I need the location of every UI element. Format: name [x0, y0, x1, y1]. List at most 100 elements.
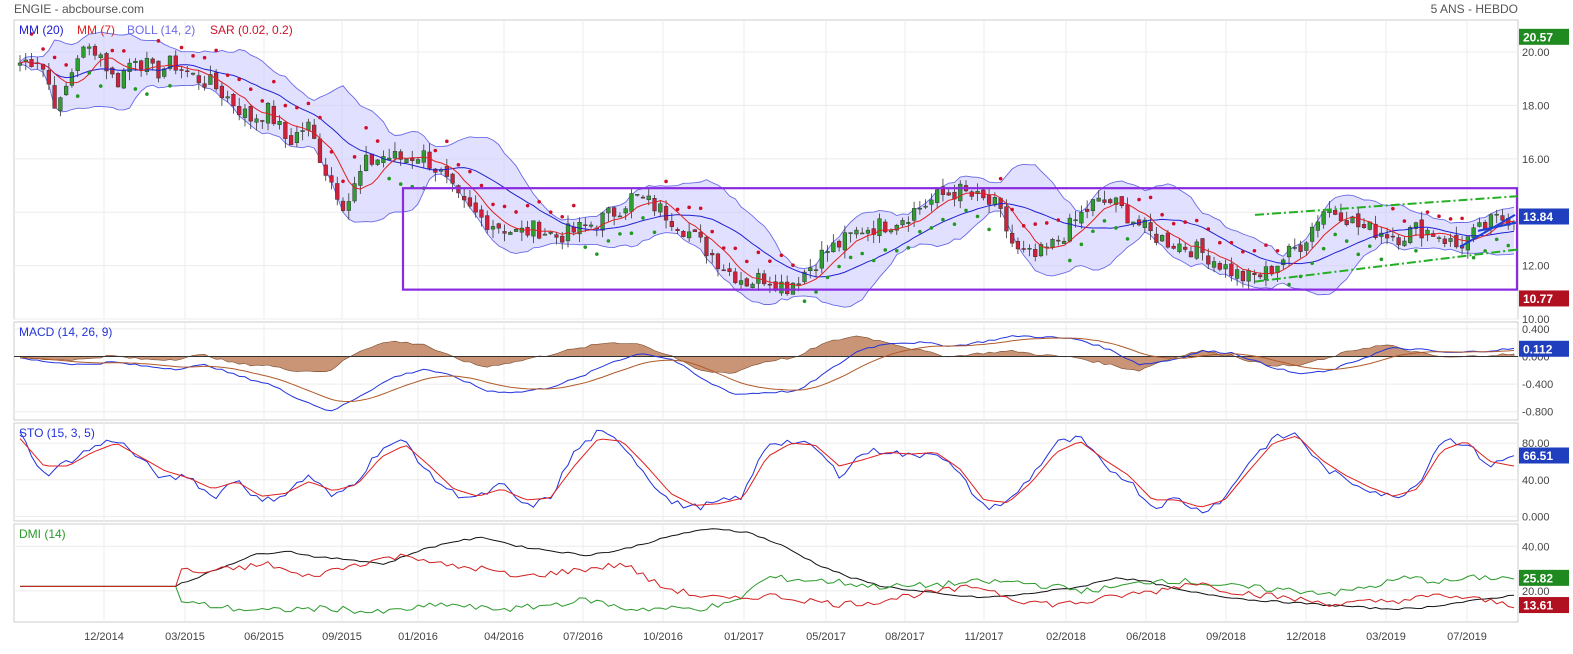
sar-dot — [1206, 227, 1211, 231]
sto-d-line — [19, 435, 1515, 508]
sar-dot — [1044, 221, 1049, 225]
candle-body — [906, 222, 911, 224]
trend-line — [1477, 221, 1516, 232]
y-tick-label: 20.00 — [1522, 47, 1550, 59]
candle-body — [329, 175, 334, 183]
candle-body — [508, 232, 513, 235]
candle-body — [583, 224, 588, 227]
candle-body — [808, 267, 813, 271]
candle-body — [1073, 219, 1078, 222]
candle-body — [900, 220, 905, 226]
candle-body — [640, 196, 646, 199]
candle-body — [1442, 238, 1447, 244]
sar-dot — [295, 105, 299, 110]
sar-dot — [848, 255, 853, 260]
candle-body — [340, 200, 346, 211]
badge-high-bg — [1519, 28, 1569, 45]
candle-body — [958, 183, 963, 202]
sar-dot — [745, 259, 749, 264]
sar-dot — [664, 179, 668, 184]
badge-macd: 0.112 — [1523, 342, 1553, 356]
candle-body — [433, 168, 438, 173]
sar-dot — [491, 202, 495, 207]
candle-body — [1211, 261, 1217, 268]
sar-dot — [571, 203, 576, 208]
sar-dot — [1321, 246, 1326, 251]
sar-dot — [191, 54, 195, 58]
candle-body — [1200, 238, 1205, 253]
candle-body — [1154, 233, 1159, 243]
sar-dot — [906, 246, 911, 250]
candle-body — [1229, 263, 1234, 277]
candle-body — [1327, 210, 1332, 213]
candle-body — [727, 268, 732, 272]
legend-mm7: MM (7) — [77, 23, 115, 37]
sar-dot — [1021, 224, 1026, 228]
x-label: 12/2014 — [84, 631, 124, 643]
candle-body — [1108, 199, 1113, 204]
sar-dot — [1287, 282, 1291, 287]
macd-line — [19, 335, 1515, 412]
channel-upper — [1254, 195, 1518, 216]
sar-dot — [1264, 243, 1268, 247]
sar-dot — [675, 207, 680, 212]
sar-dot — [802, 299, 807, 303]
chart-period: 5 ANS - HEBDO — [1431, 2, 1518, 16]
sar-dot — [525, 203, 530, 208]
x-label: 07/2019 — [1447, 631, 1487, 643]
candle-body — [1281, 259, 1286, 266]
candle-body — [1321, 211, 1326, 225]
sar-dot — [133, 87, 138, 91]
candle-body — [369, 153, 374, 165]
sar-dot — [768, 259, 772, 263]
candle-body — [346, 201, 351, 211]
candle-body — [779, 281, 784, 294]
candle-body — [1142, 219, 1147, 228]
candle-body — [179, 69, 184, 71]
candle-body — [531, 220, 536, 237]
candle-body — [317, 138, 323, 163]
candle-body — [444, 166, 449, 177]
candle-body — [306, 121, 311, 131]
sar-dot — [871, 258, 876, 263]
candle-body — [1333, 210, 1338, 215]
sar-dot — [1333, 232, 1337, 237]
sar-dot — [433, 148, 438, 153]
sar-dot — [214, 48, 218, 53]
candle-body — [785, 281, 790, 295]
sar-dot — [1033, 222, 1038, 226]
candle-body — [542, 233, 548, 236]
macd-panel — [13, 321, 1519, 421]
candle-body — [1119, 196, 1124, 206]
sar-dot — [1460, 216, 1464, 221]
sar-dot — [479, 183, 484, 188]
candle-body — [363, 154, 369, 171]
sar-dot — [1056, 218, 1061, 222]
sar-dot — [918, 229, 922, 234]
sar-dot — [1367, 244, 1372, 248]
candle-body — [1085, 208, 1090, 212]
macd-signal-line — [19, 337, 1515, 403]
candle-body — [335, 183, 340, 200]
candle-body — [277, 121, 282, 125]
candle-body — [52, 85, 57, 109]
badge-macd-bg — [1519, 340, 1569, 357]
candle-body — [629, 193, 634, 212]
x-label: 06/2018 — [1126, 631, 1166, 643]
candle-body — [110, 67, 115, 75]
sar-dot — [1160, 212, 1164, 217]
sar-dot — [260, 99, 265, 103]
candle-body — [1304, 242, 1309, 251]
candle-body — [1027, 248, 1032, 250]
sar-dot — [618, 232, 622, 236]
candle-body — [415, 159, 421, 164]
sar-dot — [837, 264, 841, 269]
candle-body — [294, 132, 299, 144]
sar-dot — [237, 77, 241, 82]
sar-dot — [1125, 237, 1130, 241]
candle-body — [1194, 241, 1199, 259]
candle-body — [242, 108, 248, 118]
candle-body — [260, 120, 265, 122]
candle-body — [744, 278, 749, 287]
sar-dot — [445, 139, 449, 144]
